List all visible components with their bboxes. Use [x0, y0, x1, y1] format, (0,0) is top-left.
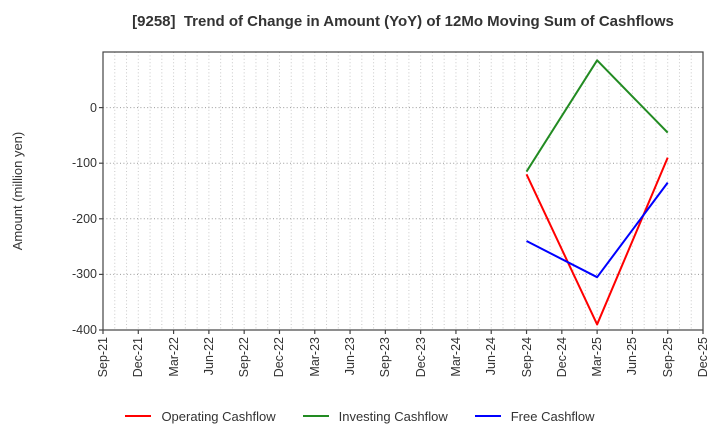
- x-tick-label: Jun-23: [343, 337, 358, 376]
- x-tick-label: Jun-24: [484, 337, 499, 376]
- x-tick-label: Dec-22: [272, 337, 287, 378]
- legend: Operating Cashflow Investing Cashflow Free…: [0, 407, 720, 425]
- x-tick-label: Jun-22: [201, 337, 216, 376]
- x-tick-label: Mar-22: [166, 337, 181, 377]
- legend-label: Operating Cashflow: [161, 408, 276, 424]
- y-tick-label: -300: [71, 267, 97, 282]
- legend-item: Operating Cashflow: [125, 408, 276, 424]
- legend-line-swatch: [302, 415, 329, 417]
- y-tick-label: 0: [90, 100, 97, 115]
- legend-item: Investing Cashflow: [302, 408, 448, 424]
- x-tick-label: Sep-22: [237, 337, 252, 378]
- x-tick-label: Jun-25: [625, 337, 640, 376]
- x-tick-label: Dec-23: [413, 337, 428, 378]
- y-tick-label: -400: [71, 323, 97, 337]
- series-line-operating-cashflow: [525, 157, 669, 326]
- x-tick-label: Sep-24: [519, 337, 534, 378]
- x-tick-label: Dec-24: [554, 337, 569, 378]
- y-tick-label: -200: [71, 211, 97, 226]
- x-tick-label: Mar-23: [307, 337, 322, 377]
- axes-box: [102, 51, 704, 331]
- x-tick-label: Mar-25: [590, 337, 605, 377]
- series-line-investing-cashflow: [525, 59, 669, 173]
- x-tick-label: Dec-21: [131, 337, 146, 378]
- x-tick-label: Mar-24: [448, 337, 463, 377]
- x-tick-label: Dec-25: [696, 337, 710, 378]
- x-tick-label: Sep-21: [96, 337, 110, 378]
- legend-label: Free Cashflow: [510, 408, 595, 424]
- chart-title: [9258] Trend of Change in Amount (YoY) o…: [132, 13, 674, 30]
- x-tick-label: Sep-25: [660, 337, 675, 378]
- legend-item: Free Cashflow: [474, 408, 595, 424]
- legend-label: Investing Cashflow: [338, 408, 448, 424]
- x-tick-label: Sep-23: [378, 337, 393, 378]
- legend-line-swatch: [125, 415, 152, 417]
- series-line-free-cashflow: [526, 182, 669, 279]
- legend-line-swatch: [474, 415, 501, 417]
- y-tick-label: -100: [71, 156, 97, 171]
